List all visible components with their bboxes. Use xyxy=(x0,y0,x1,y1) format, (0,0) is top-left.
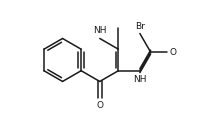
Text: O: O xyxy=(96,101,103,110)
Text: Br: Br xyxy=(135,22,145,31)
Text: O: O xyxy=(169,48,176,57)
Text: NH: NH xyxy=(93,26,106,35)
Text: NH: NH xyxy=(133,75,147,84)
